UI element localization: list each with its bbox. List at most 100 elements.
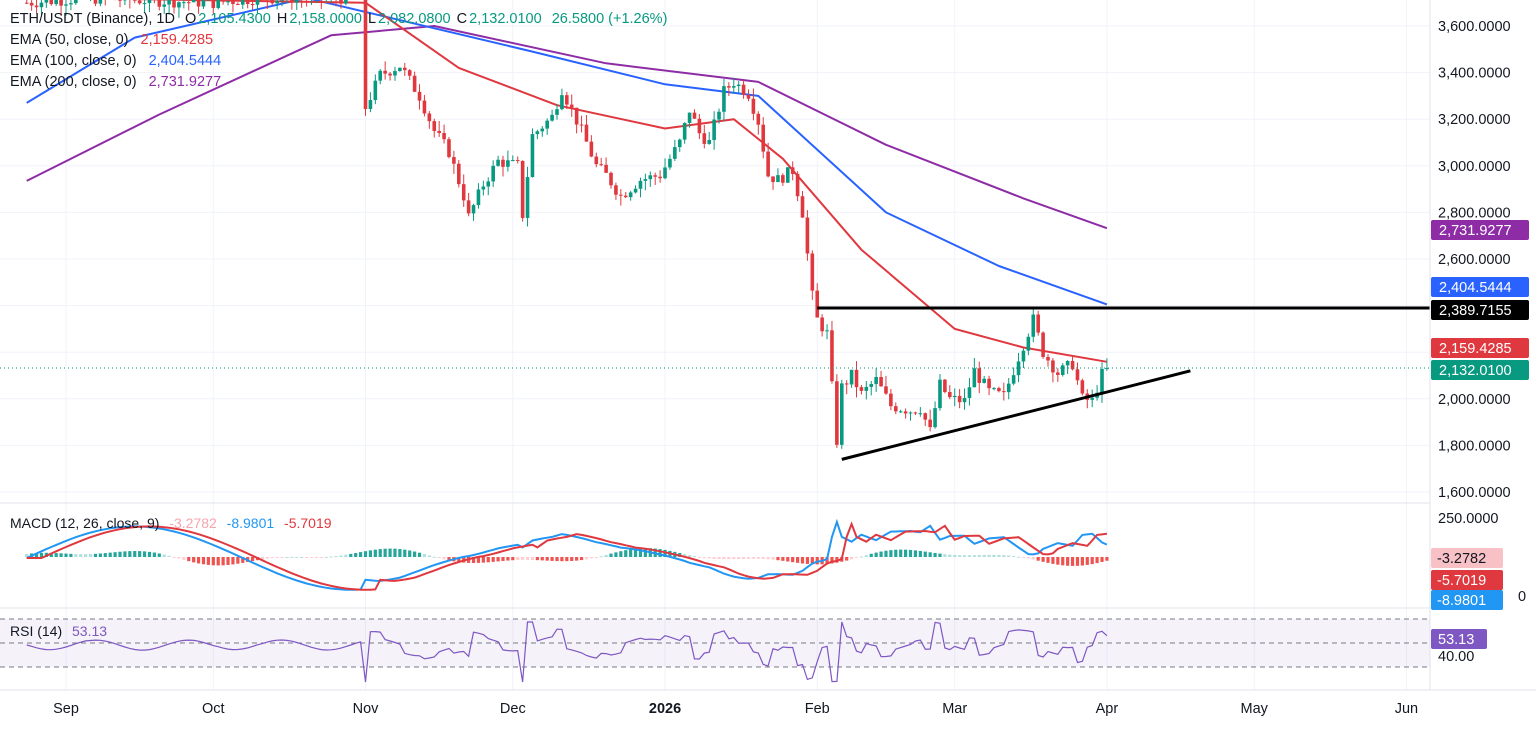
candle-body[interactable] <box>457 164 461 184</box>
ema200-legend[interactable]: EMA (200, close, 0) 2,731.9277 <box>10 74 223 90</box>
candle-body[interactable] <box>683 123 687 140</box>
candle-body[interactable] <box>501 160 505 167</box>
candle-body[interactable] <box>663 167 667 178</box>
candle-body[interactable] <box>447 139 451 157</box>
candle-body[interactable] <box>894 406 898 411</box>
candle-body[interactable] <box>747 95 751 99</box>
candle-body[interactable] <box>236 4 240 5</box>
candle-body[interactable] <box>256 0 260 5</box>
candle-body[interactable] <box>688 113 692 123</box>
candle-body[interactable] <box>192 0 196 2</box>
candle-body[interactable] <box>216 0 220 8</box>
ema100-legend[interactable]: EMA (100, close, 0) 2,404.5444 <box>10 53 223 69</box>
candle-body[interactable] <box>408 70 412 76</box>
candle-body[interactable] <box>1002 391 1006 392</box>
candle-body[interactable] <box>133 0 137 1</box>
candle-body[interactable] <box>231 1 235 4</box>
candle-body[interactable] <box>732 86 736 88</box>
candle-body[interactable] <box>570 105 574 108</box>
candle-body[interactable] <box>521 161 525 218</box>
candle-body[interactable] <box>899 411 903 412</box>
candle-body[interactable] <box>786 167 790 182</box>
candle-body[interactable] <box>212 0 216 8</box>
candle-body[interactable] <box>99 0 103 4</box>
candle-body[interactable] <box>45 0 49 3</box>
candle-body[interactable] <box>197 0 201 7</box>
candle-body[interactable] <box>982 379 986 383</box>
candle-body[interactable] <box>958 396 962 402</box>
candle-body[interactable] <box>693 113 697 119</box>
candle-body[interactable] <box>118 0 122 1</box>
candle-body[interactable] <box>452 157 456 164</box>
candle-body[interactable] <box>766 152 770 177</box>
candle-body[interactable] <box>644 179 648 181</box>
candle-body[interactable] <box>423 101 427 114</box>
candle-body[interactable] <box>1046 357 1050 361</box>
candle-body[interactable] <box>923 413 927 419</box>
candle-body[interactable] <box>511 160 515 161</box>
candle-body[interactable] <box>757 114 761 125</box>
candle-body[interactable] <box>182 2 186 3</box>
candle-body[interactable] <box>540 129 544 132</box>
candle-body[interactable] <box>221 0 225 2</box>
candle-body[interactable] <box>761 125 765 152</box>
ema50-legend[interactable]: EMA (50, close, 0) 2,159.4285 <box>10 32 215 48</box>
candle-body[interactable] <box>403 68 407 70</box>
candle-body[interactable] <box>442 133 446 139</box>
candle-body[interactable] <box>855 370 859 387</box>
candle-body[interactable] <box>884 386 888 393</box>
candle-body[interactable] <box>707 140 711 144</box>
candle-body[interactable] <box>840 383 844 444</box>
candle-body[interactable] <box>418 92 422 101</box>
candle-body[interactable] <box>202 0 206 6</box>
candle-body[interactable] <box>629 192 633 197</box>
candle-body[interactable] <box>162 4 166 6</box>
candle-body[interactable] <box>531 134 535 177</box>
candle-body[interactable] <box>138 0 142 3</box>
candle-body[interactable] <box>1031 315 1035 337</box>
candle-body[interactable] <box>167 0 171 4</box>
candle-body[interactable] <box>1056 372 1060 375</box>
candle-body[interactable] <box>177 2 181 7</box>
candle-body[interactable] <box>398 68 402 71</box>
candle-body[interactable] <box>580 125 584 126</box>
candle-body[interactable] <box>791 167 795 174</box>
candle-body[interactable] <box>953 396 957 397</box>
candle-body[interactable] <box>295 0 299 3</box>
candle-body[interactable] <box>462 184 466 200</box>
candle-body[interactable] <box>737 85 741 86</box>
candle-body[interactable] <box>943 380 947 392</box>
candle-body[interactable] <box>717 112 721 120</box>
candle-body[interactable] <box>698 119 702 134</box>
candle-body[interactable] <box>40 3 44 8</box>
symbol-title[interactable]: ETH/USDT (Binance), 1D <box>10 11 175 27</box>
candle-body[interactable] <box>648 175 652 179</box>
candle-body[interactable] <box>904 411 908 413</box>
candle-body[interactable] <box>1081 380 1085 393</box>
candle-body[interactable] <box>1051 360 1055 372</box>
candle-body[interactable] <box>811 254 815 291</box>
candle-body[interactable] <box>25 3 29 4</box>
candle-body[interactable] <box>1007 384 1011 393</box>
candle-body[interactable] <box>614 185 618 194</box>
candle-body[interactable] <box>374 81 378 100</box>
candle-body[interactable] <box>290 0 294 3</box>
candle-body[interactable] <box>157 0 161 7</box>
candle-body[interactable] <box>658 177 662 178</box>
candle-body[interactable] <box>1090 398 1094 400</box>
candle-body[interactable] <box>909 412 913 413</box>
candle-body[interactable] <box>241 0 245 5</box>
candle-body[interactable] <box>1041 333 1045 357</box>
candle-body[interactable] <box>781 175 785 183</box>
candle-body[interactable] <box>1076 369 1080 380</box>
candle-body[interactable] <box>467 200 471 213</box>
candle-body[interactable] <box>1036 315 1040 333</box>
candle-body[interactable] <box>968 387 972 398</box>
candle-body[interactable] <box>712 120 716 140</box>
candle-body[interactable] <box>1012 375 1016 383</box>
candle-body[interactable] <box>49 0 53 4</box>
candle-body[interactable] <box>865 387 869 391</box>
candle-body[interactable] <box>619 195 623 196</box>
